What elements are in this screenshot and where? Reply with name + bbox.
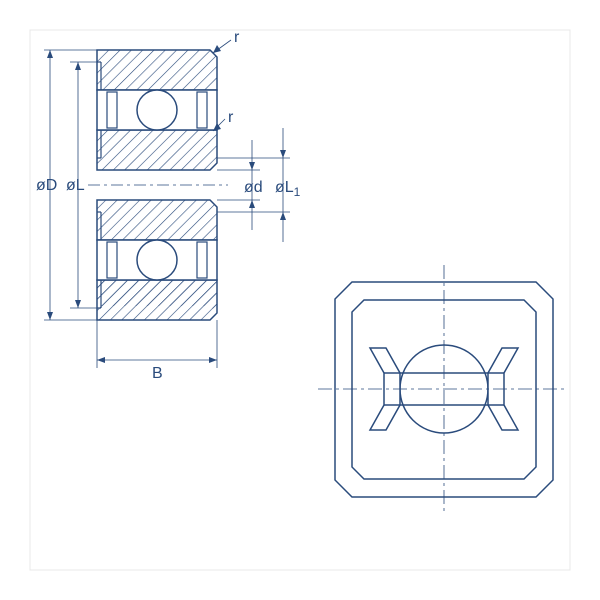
dim-d-arrow-bot	[249, 200, 255, 208]
dim-L1-arrow-top	[280, 150, 286, 158]
top-outer-race	[97, 50, 217, 90]
top-seal-right	[197, 92, 207, 128]
bottom-outer-race	[97, 280, 217, 320]
diagram-svg: øD øL ød øL1 B r r	[0, 0, 600, 600]
top-seal-left	[107, 92, 117, 128]
bearing-diagram: øD øL ød øL1 B r r	[0, 0, 600, 600]
dim-D-arrow-top	[47, 50, 53, 58]
label-B: B	[152, 365, 163, 382]
label-L1: øL1	[275, 179, 301, 199]
dim-B-arrow-left	[97, 357, 105, 363]
leader-r-outer-arrow	[213, 45, 221, 53]
dim-D-arrow-bot	[47, 312, 53, 320]
bottom-inner-race	[97, 200, 217, 240]
dim-d-arrow-top	[249, 162, 255, 170]
label-d: ød	[244, 179, 263, 196]
top-ball	[137, 90, 177, 130]
label-r-inner: r	[228, 109, 234, 126]
bottom-seal-left	[107, 242, 117, 278]
bottom-seal-right	[197, 242, 207, 278]
dim-B-arrow-right	[209, 357, 217, 363]
label-D: øD	[36, 177, 57, 194]
bottom-ball	[137, 240, 177, 280]
label-r-outer: r	[234, 29, 240, 46]
label-L: øL	[66, 177, 85, 194]
dim-L-arrow-top	[75, 62, 81, 70]
right-front-view	[318, 265, 565, 515]
dim-L1-arrow-bot	[280, 212, 286, 220]
top-inner-race	[97, 130, 217, 170]
left-cross-section: øD øL ød øL1 B r r	[36, 29, 301, 382]
dim-L-arrow-bot	[75, 300, 81, 308]
